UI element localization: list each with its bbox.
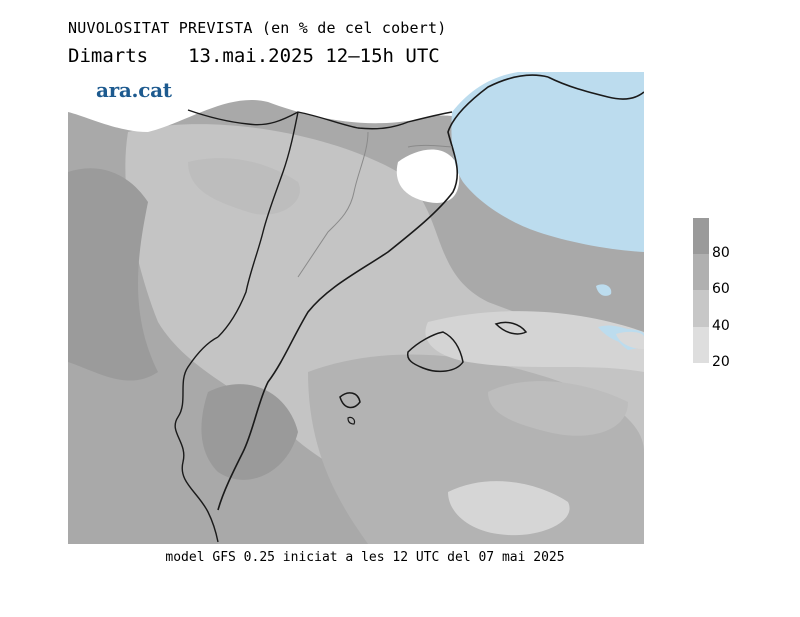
ara-logo: ara.cat [96,78,172,102]
legend-tick-40: 40 [712,318,730,334]
map-canvas [68,72,644,544]
legend-tick-80: 80 [712,245,730,261]
forecast-day: Dimarts [68,45,149,67]
legend-tick-20: 20 [712,354,730,370]
forecast-datetime: 13.mai.2025 12–15h UTC [188,45,440,67]
model-credit: model GFS 0.25 iniciat a les 12 UTC del … [165,550,565,565]
forecast-time: Dimarts 13.mai.2025 12–15h UTC [68,45,480,67]
map-title: NUVOLOSITAT PREVISTA (en % de cel cobert… [68,19,447,37]
colorbar-legend [693,218,709,363]
legend-swatch-40 [693,290,709,327]
legend-tick-60: 60 [712,281,730,297]
legend-swatch-20 [693,327,709,363]
legend-swatch-60 [693,254,709,290]
legend-swatch-80 [693,218,709,254]
cloud-cover-map [68,72,644,544]
